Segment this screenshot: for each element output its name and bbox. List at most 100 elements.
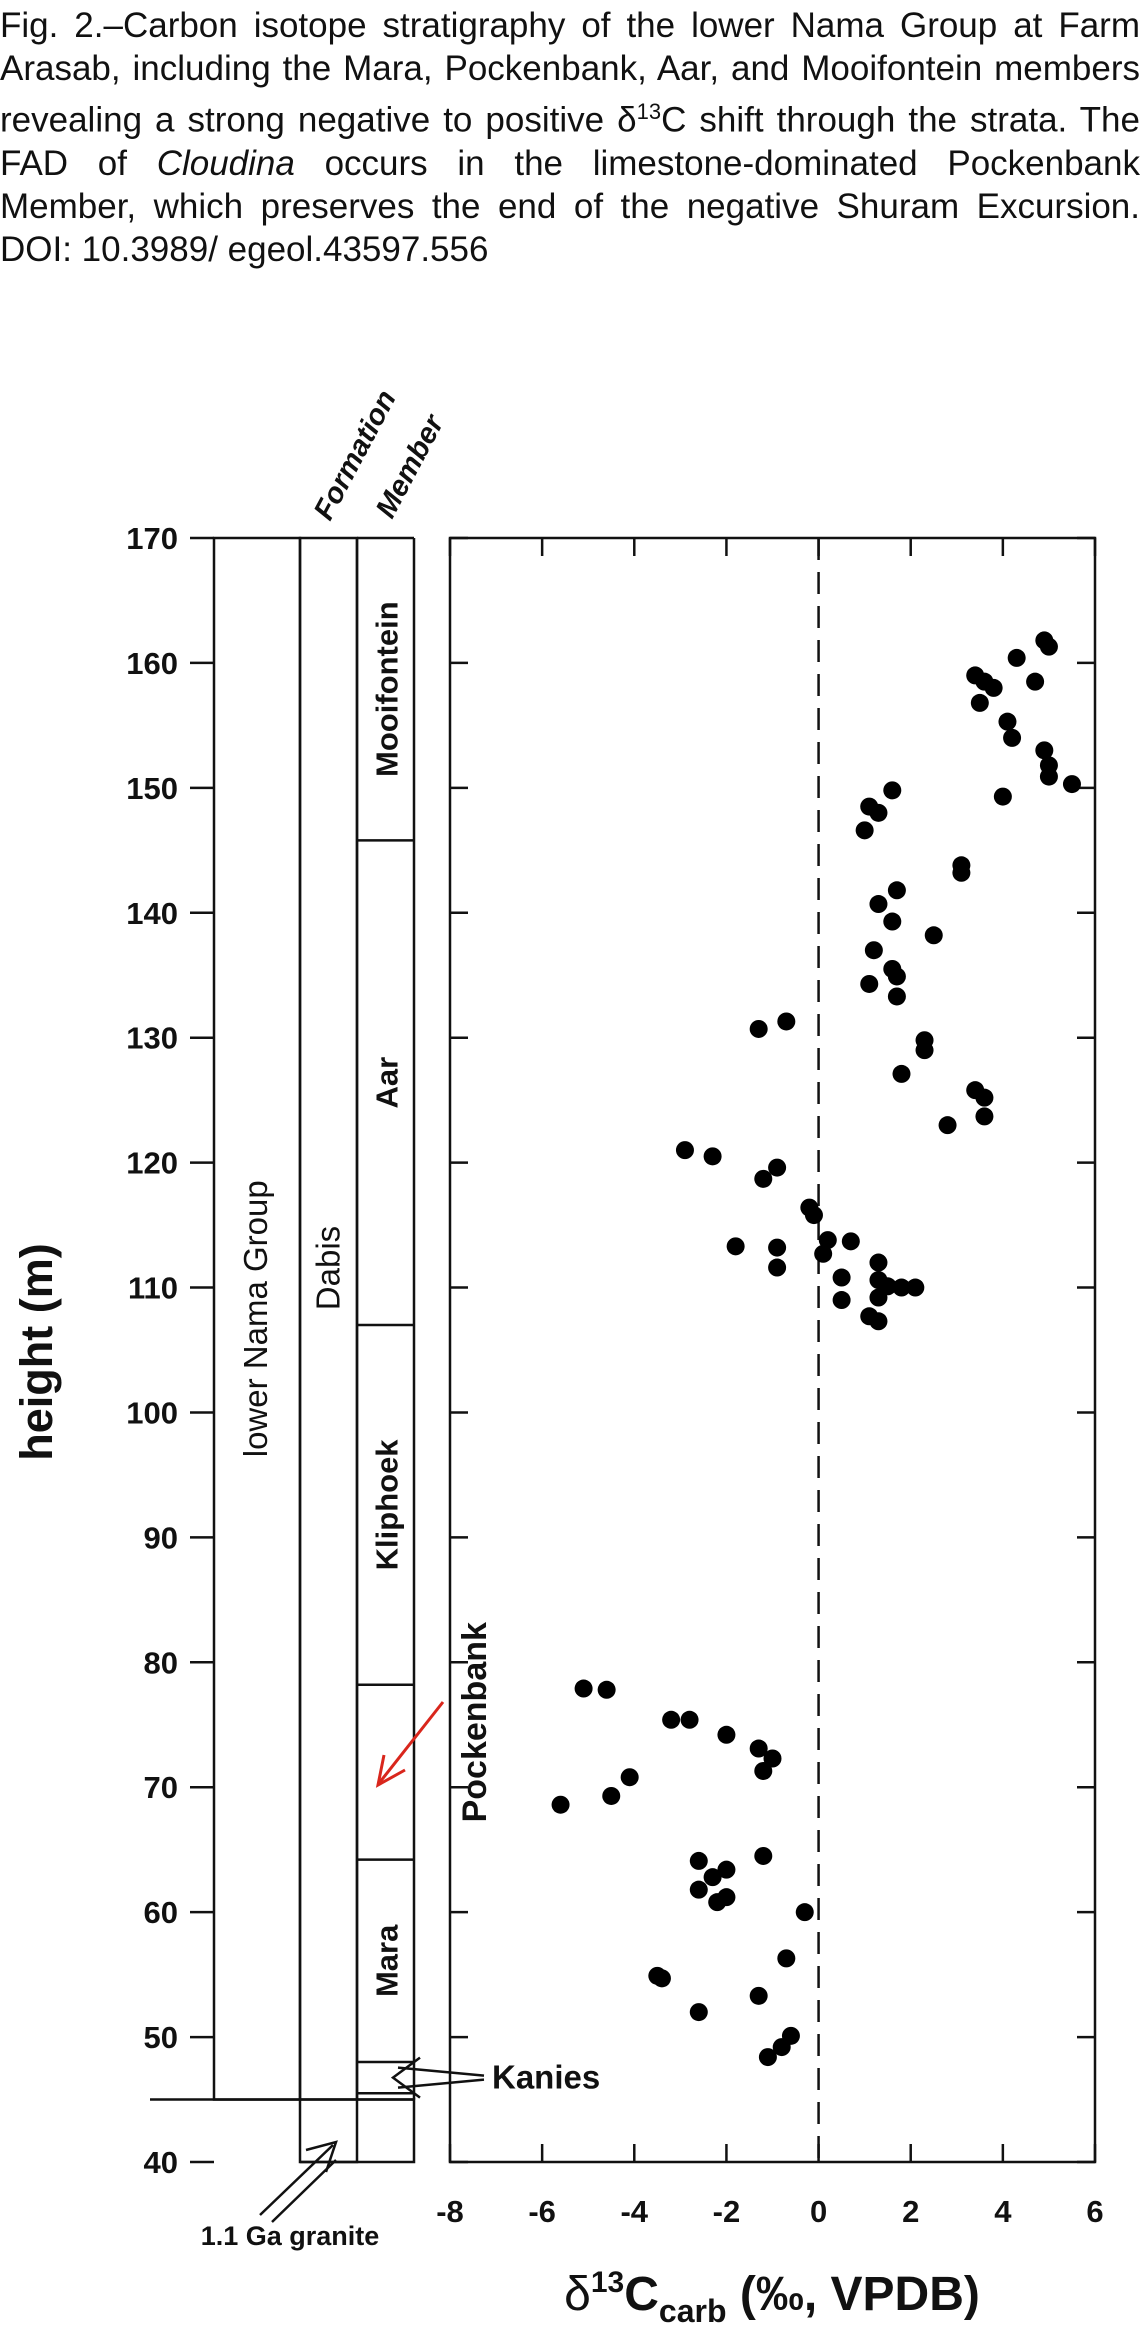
y-tick-label: 100 [126, 1395, 178, 1430]
data-point [758, 2048, 777, 2067]
y-tick-label: 170 [126, 521, 178, 556]
data-point [998, 712, 1017, 731]
data-point [832, 1268, 851, 1287]
data-point [892, 1278, 911, 1297]
member-label: Aar [370, 1057, 405, 1109]
y-tick-label: 50 [144, 2020, 178, 2055]
group-label: lower Nama Group [237, 1180, 274, 1457]
data-point [887, 967, 906, 986]
data-point [763, 1749, 782, 1768]
data-point [703, 1868, 722, 1887]
data-point [860, 974, 879, 993]
data-point [984, 678, 1003, 697]
x-tick-label: 2 [902, 2194, 919, 2229]
data-point [970, 693, 989, 712]
member-label: Mara [370, 1924, 405, 1997]
data-point [768, 1158, 787, 1177]
data-point [869, 1312, 888, 1331]
x-axis-label: δ13Ccarb (‰, VPDB) [564, 2266, 980, 2329]
data-point [717, 1860, 736, 1879]
data-point [620, 1768, 639, 1787]
y-tick-label: 90 [144, 1520, 178, 1555]
data-point [795, 1903, 814, 1922]
data-point [832, 1291, 851, 1310]
y-tick-label: 140 [126, 896, 178, 931]
caption-text: Fig. 2.–Carbon isotope stratigraphy of t… [0, 6, 1140, 140]
data-point [1039, 767, 1058, 786]
member-label: Pockenbank [456, 1622, 494, 1822]
x-tick-label: 6 [1086, 2194, 1103, 2229]
member-label: Kanies [492, 2059, 600, 2096]
data-point [975, 1088, 994, 1107]
data-point [887, 881, 906, 900]
data-point [680, 1710, 699, 1729]
granite-arrow [259, 2144, 334, 2216]
y-tick-label: 80 [144, 1645, 178, 1680]
data-point [892, 1064, 911, 1083]
data-point [869, 803, 888, 822]
x-tick-label: -2 [713, 2194, 741, 2229]
data-point [1039, 637, 1058, 656]
data-point [754, 1846, 773, 1865]
member-arrow [378, 1701, 445, 1783]
member-label: Kliphoek [370, 1439, 405, 1571]
x-tick-label: -4 [620, 2194, 648, 2229]
data-point [708, 1893, 727, 1912]
member-label: Mooifontein [370, 601, 405, 777]
data-point [975, 1107, 994, 1126]
data-point [883, 781, 902, 800]
member-arrowhead [390, 2056, 421, 2099]
data-point [915, 1041, 934, 1060]
data-point [1003, 728, 1022, 747]
data-point [1062, 775, 1081, 794]
data-point [804, 1206, 823, 1225]
data-point [993, 787, 1012, 806]
formation-column [298, 536, 359, 2164]
data-point [749, 1019, 768, 1038]
y-tick-label: 70 [144, 1770, 178, 1805]
data-point [864, 941, 883, 960]
data-point [1026, 672, 1045, 691]
x-label-sub: carb [659, 2293, 727, 2329]
y-tick-label: 110 [128, 1271, 178, 1306]
data-point [689, 1851, 708, 1870]
data-point [1035, 741, 1054, 760]
granite-arrowhead [305, 2140, 338, 2173]
data-point [749, 1739, 768, 1758]
data-point [841, 1232, 860, 1251]
data-point [726, 1237, 745, 1256]
member-arrowhead [375, 1754, 406, 1788]
data-point [1007, 648, 1026, 667]
x-label-part: C [624, 2268, 659, 2321]
y-tick-label: 130 [126, 1021, 178, 1056]
y-axis-label: height (m) [11, 1243, 62, 1460]
x-label-sup: 13 [591, 2266, 624, 2299]
data-point [749, 1986, 768, 2005]
data-point [754, 1761, 773, 1780]
data-point [938, 1116, 957, 1135]
data-point [869, 1288, 888, 1307]
x-tick-label: 0 [810, 2194, 827, 2229]
member-arrow [397, 2066, 485, 2077]
data-point [768, 1258, 787, 1277]
data-point [777, 1949, 796, 1968]
data-point [689, 2003, 708, 2022]
data-point [754, 1169, 773, 1188]
x-label-part: (‰, VPDB) [727, 2268, 980, 2321]
caption-text: occurs in the limestone-dominated Pocken… [0, 143, 1140, 269]
data-point [703, 1147, 722, 1166]
data-point [887, 987, 906, 1006]
data-point [574, 1679, 593, 1698]
data-point [814, 1244, 833, 1263]
y-tick-label: 40 [144, 2145, 178, 2180]
data-point [662, 1710, 681, 1729]
plot-frame [448, 536, 1097, 2164]
caption: Fig. 2.–Carbon isotope stratigraphy of t… [0, 4, 1140, 271]
data-point [551, 1795, 570, 1814]
data-point [869, 1253, 888, 1272]
caption-sup: 13 [636, 99, 662, 124]
data-point [883, 912, 902, 931]
y-tick-label: 150 [126, 771, 178, 806]
granite-box [300, 2098, 416, 2164]
